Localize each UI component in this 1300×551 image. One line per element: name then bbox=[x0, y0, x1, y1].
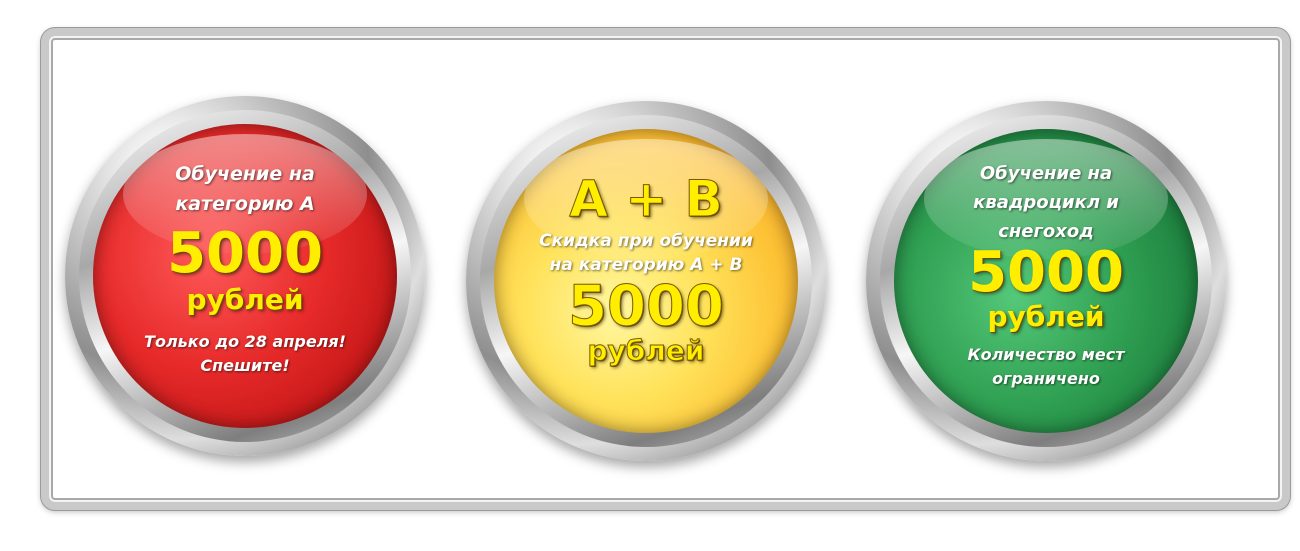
title-line: Обучение на bbox=[979, 163, 1113, 184]
badge-title: Скидка при обучении на категорию А + В bbox=[494, 229, 798, 277]
promo-badge-category-ab: A + B Скидка при обучении на категорию А… bbox=[466, 101, 826, 461]
badge-title: Обучение на категорию А bbox=[93, 159, 397, 219]
note-line: Количество мест bbox=[967, 345, 1125, 364]
title-line: Обучение на bbox=[175, 163, 315, 185]
title-line: снегоход bbox=[998, 221, 1094, 242]
title-line: на категорию А + В bbox=[549, 255, 743, 275]
title-line: Скидка при обучении bbox=[539, 231, 753, 251]
note-line: ограничено bbox=[992, 369, 1100, 388]
title-line: квадроцикл и bbox=[973, 192, 1119, 213]
price-value: 5000 bbox=[167, 221, 323, 286]
title-line: категорию А bbox=[175, 193, 315, 215]
badge-note: Только до 28 апреля! Спешите! bbox=[93, 330, 397, 378]
yellow-disc: A + B Скидка при обучении на категорию А… bbox=[494, 129, 798, 433]
note-line: Только до 28 апреля! bbox=[144, 332, 346, 351]
price-value: 5000 bbox=[968, 240, 1124, 305]
currency-label: рублей bbox=[587, 334, 705, 367]
badge-note: Количество мест ограничено bbox=[894, 343, 1198, 391]
price-value: 5000 bbox=[568, 274, 725, 339]
currency-label: рублей bbox=[987, 300, 1105, 333]
promo-badge-category-a: Обучение на категорию А 5000 рублей Толь… bbox=[65, 96, 425, 456]
badge-heading: A + B bbox=[569, 170, 724, 228]
red-disc: Обучение на категорию А 5000 рублей Толь… bbox=[93, 124, 397, 428]
badge-title: Обучение на квадроцикл и снегоход bbox=[894, 159, 1198, 246]
green-disc: Обучение на квадроцикл и снегоход 5000 р… bbox=[894, 129, 1198, 433]
currency-label: рублей bbox=[186, 283, 304, 316]
promo-badge-atv-snowmobile: Обучение на квадроцикл и снегоход 5000 р… bbox=[866, 101, 1226, 461]
note-line: Спешите! bbox=[200, 356, 290, 375]
